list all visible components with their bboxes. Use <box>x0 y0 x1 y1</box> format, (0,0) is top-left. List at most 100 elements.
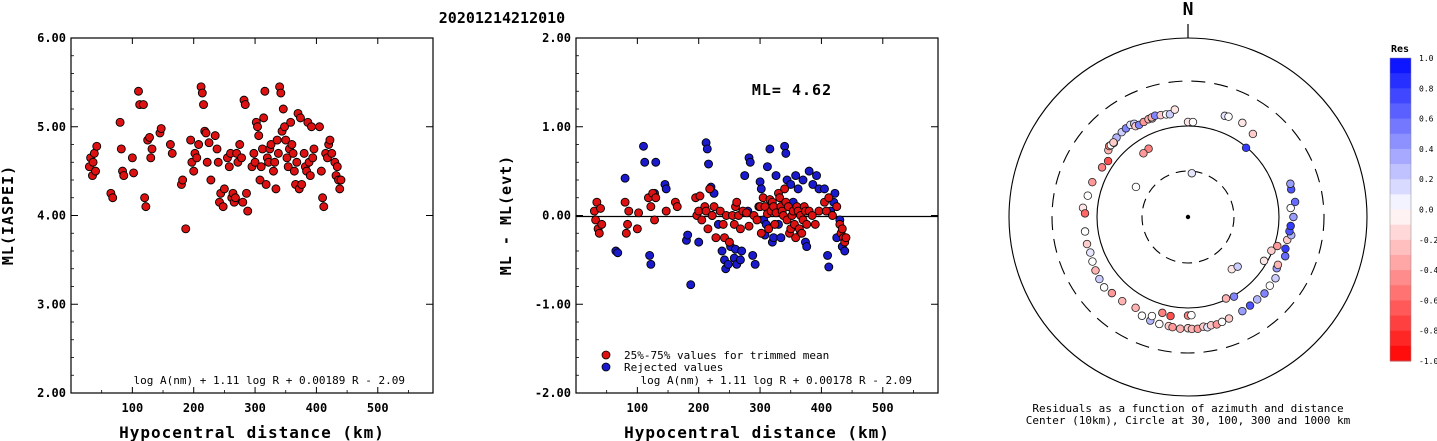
ml-iaspei-data-point <box>108 193 118 203</box>
colorbar-tick-label: -0.8 <box>1419 327 1437 336</box>
ml-iaspei-data-point <box>276 88 286 98</box>
ml-iaspei-data-point <box>181 224 191 234</box>
ml-iaspei-data-point <box>156 124 166 133</box>
residual-data-point <box>742 208 752 218</box>
azimuth-point <box>1083 191 1092 200</box>
residual-data-point <box>623 219 632 229</box>
residual-rejected-point <box>776 233 786 243</box>
ml-iaspei-xlabel: Hypocentral distance (km) <box>119 423 385 441</box>
residual-ytick-label: -2.00 <box>535 386 571 400</box>
colorbar-title: Res <box>1391 44 1409 55</box>
legend: 25%-75% values for trimmed mean Rejected… <box>601 349 829 374</box>
ring-1000km <box>1008 37 1368 397</box>
residual-data-point <box>695 191 705 201</box>
azimuth-point <box>1233 262 1242 271</box>
ml-iaspei-data-point <box>145 132 154 142</box>
residual-data-point <box>841 233 851 243</box>
residual-data-point <box>802 219 812 229</box>
residual-data-point <box>775 193 785 203</box>
azimuth-point <box>1082 239 1092 249</box>
azimuth-point <box>1103 156 1113 166</box>
residual-rejected-point <box>824 262 834 272</box>
residual-data-point <box>832 202 842 212</box>
residual-data-point <box>807 211 817 220</box>
azimuth-point <box>1139 149 1148 158</box>
residual-data-point <box>724 237 734 247</box>
polar-caption-line1: Residuals as a function of azimuth and d… <box>1032 402 1343 415</box>
residual-rejected-point <box>804 166 814 176</box>
residual-rejected-point <box>755 177 765 187</box>
ml-iaspei-data-point <box>309 144 319 154</box>
residual-data-point <box>837 224 847 234</box>
ml-iaspei-data-point <box>315 122 324 132</box>
colorbar-swatch <box>1390 58 1411 74</box>
ml-iaspei-data-point <box>92 141 102 151</box>
ml-iaspei-data-point <box>202 157 212 167</box>
ml-iaspei-data-point <box>224 162 234 172</box>
residual-data-point <box>735 224 745 234</box>
azimuth-point <box>1248 129 1258 139</box>
ml-iaspei-data-point <box>140 193 150 203</box>
ml-iaspei-data-point <box>178 175 188 185</box>
ml-iaspei-data-point <box>199 100 208 110</box>
residual-rejected-point <box>645 250 655 260</box>
ml-iaspei-data-point <box>266 140 276 149</box>
ml-iaspei-data-point <box>292 157 302 167</box>
residual-data-point <box>715 206 725 216</box>
colorbar-frame <box>1389 57 1412 362</box>
azimuth-point <box>1091 266 1100 275</box>
ml-iaspei-data-point <box>238 197 248 207</box>
ml-iaspei-data-point <box>289 166 299 176</box>
residual-data-point <box>701 206 711 216</box>
azimuth-point <box>1080 227 1090 236</box>
residual-rejected-point <box>802 242 812 252</box>
ml-iaspei-data-point <box>213 157 223 167</box>
residual-ytick-label: -1.00 <box>535 297 571 311</box>
ml-iaspei-data-point <box>297 179 307 189</box>
colorbar-tick-label: -0.6 <box>1419 296 1437 305</box>
residual-xtick-label: 300 <box>749 401 771 415</box>
residual-data-point <box>828 211 837 220</box>
ml-iaspei-ytick-label: 2.00 <box>37 386 66 400</box>
colorbar-swatch <box>1390 194 1411 210</box>
residual-rejected-point <box>639 141 648 151</box>
azimuth-panel: N Residuals as a function of azimuth and… <box>1008 0 1437 427</box>
ml-iaspei-data-point <box>280 122 289 132</box>
ml-iaspei-data-point <box>237 153 247 163</box>
residual-rejected-point <box>771 171 781 181</box>
ml-iaspei-data-point <box>260 86 270 96</box>
residual-data-point <box>703 224 713 234</box>
colorbar-swatch <box>1390 88 1411 104</box>
residual-rejected-point <box>702 144 712 154</box>
azimuth-point <box>1245 301 1255 310</box>
ml-iaspei-data-point <box>287 140 297 149</box>
ml-iaspei-data-point <box>88 157 98 167</box>
ml-iaspei-ylabel: ML(IASPEI) <box>0 165 17 265</box>
azimuth-point <box>1217 317 1227 327</box>
colorbar-ticks: 1.0 0.8 0.6 0.4 0.2 0.0 -0.2 -0.4 -0.6 -0.8 -1.0 <box>1419 54 1437 366</box>
colorbar-swatch <box>1390 239 1411 256</box>
legend-label-kept: 25%-75% values for trimmed mean <box>624 349 829 362</box>
azimuth-point <box>1170 105 1180 114</box>
ml-iaspei-data-point <box>115 117 125 127</box>
residual-data-point <box>764 224 774 234</box>
colorbar-swatch <box>1390 209 1411 226</box>
residual-rejected-point <box>737 246 747 256</box>
residual-data-point <box>744 221 754 231</box>
ml-iaspei-data-point <box>288 148 298 158</box>
ml-iaspei-data-point <box>255 175 265 185</box>
residual-data-point <box>597 219 607 229</box>
ml-iaspei-data-point <box>308 153 318 163</box>
residual-rejected-point <box>717 246 727 256</box>
ml-iaspei-data-point <box>243 206 253 216</box>
colorbar-swatch <box>1390 315 1411 332</box>
residual-rejected-point <box>781 148 791 158</box>
residual-rejected-point <box>830 188 840 198</box>
residual-data-point <box>646 202 656 212</box>
ml-iaspei-xtick-label: 300 <box>244 401 266 415</box>
residual-data-point <box>624 206 634 216</box>
ml-iaspei-data-point <box>240 100 250 110</box>
residual-data-point <box>650 215 659 225</box>
ml-iaspei-data-point <box>134 86 143 96</box>
azimuth-point <box>1289 212 1298 222</box>
